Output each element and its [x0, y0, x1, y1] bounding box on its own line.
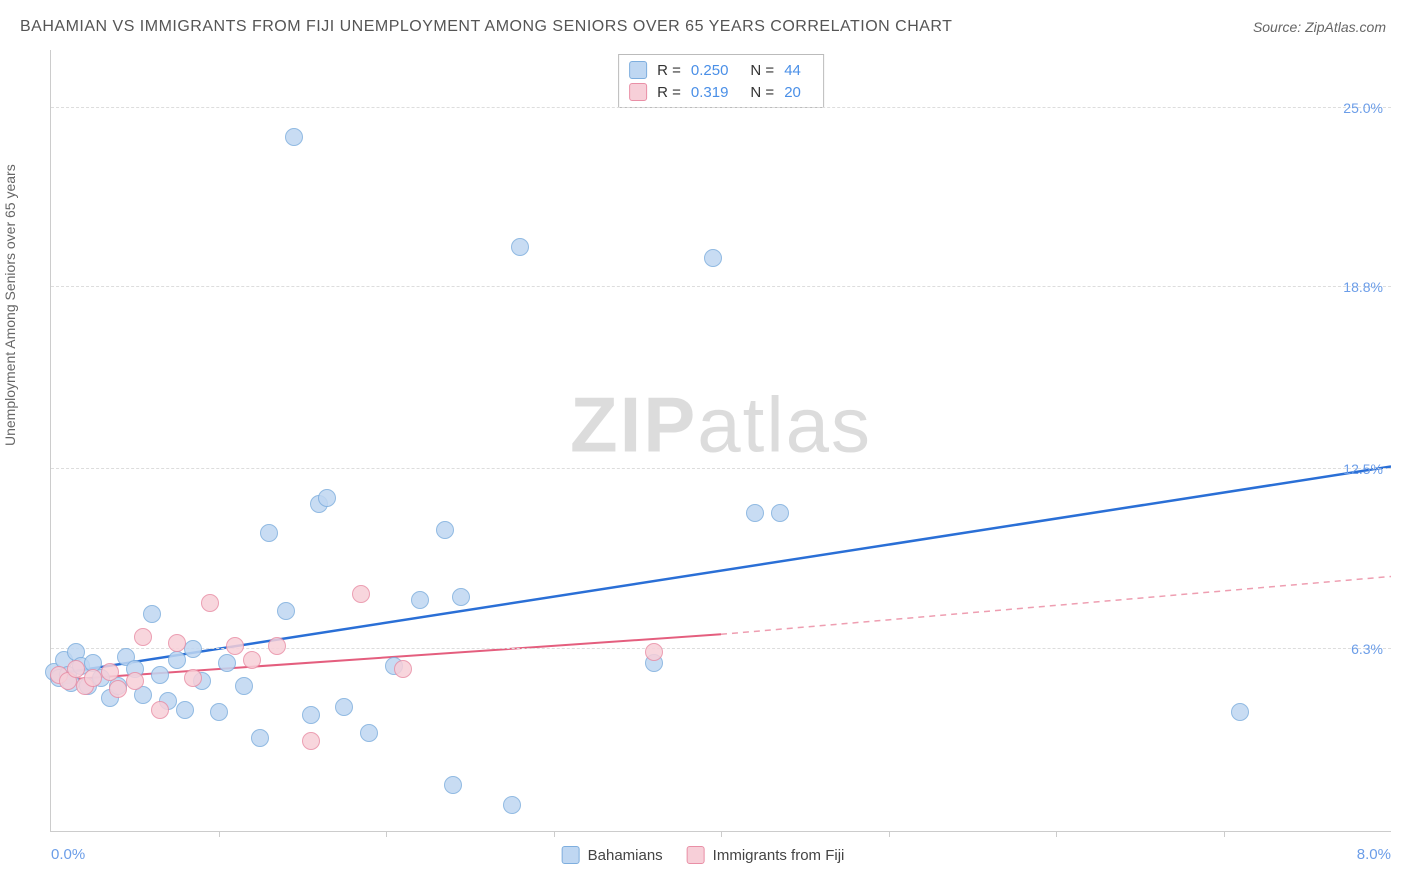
x-tick: [1224, 831, 1225, 837]
data-point: [143, 605, 161, 623]
legend-series: Bahamians Immigrants from Fiji: [562, 846, 845, 864]
data-point: [201, 594, 219, 612]
gridline: [51, 468, 1391, 469]
data-point: [84, 669, 102, 687]
legend-stat-row: R = 0.319 N = 20: [629, 81, 813, 103]
data-point: [235, 677, 253, 695]
legend-item: Immigrants from Fiji: [687, 846, 845, 864]
scatter-chart: ZIPatlas R =0.250N =44R =0.319N =20 0.0%…: [50, 50, 1391, 832]
data-point: [503, 796, 521, 814]
x-axis-min-label: 0.0%: [51, 846, 85, 863]
data-point: [511, 238, 529, 256]
watermark-bold: ZIP: [570, 380, 697, 468]
x-tick: [889, 831, 890, 837]
data-point: [444, 776, 462, 794]
data-point: [268, 637, 286, 655]
data-point: [151, 701, 169, 719]
x-tick: [721, 831, 722, 837]
data-point: [645, 643, 663, 661]
chart-title: BAHAMIAN VS IMMIGRANTS FROM FIJI UNEMPLO…: [20, 18, 952, 36]
data-point: [176, 701, 194, 719]
x-tick: [386, 831, 387, 837]
data-point: [109, 680, 127, 698]
data-point: [67, 660, 85, 678]
data-point: [210, 703, 228, 721]
data-point: [452, 588, 470, 606]
data-point: [134, 628, 152, 646]
data-point: [302, 706, 320, 724]
gridline: [51, 107, 1391, 108]
data-point: [126, 672, 144, 690]
data-point: [226, 637, 244, 655]
legend-swatch: [562, 846, 580, 864]
data-point: [184, 640, 202, 658]
trend-lines: [51, 50, 1391, 831]
gridline: [51, 648, 1391, 649]
x-tick: [554, 831, 555, 837]
data-point: [151, 666, 169, 684]
data-point: [411, 591, 429, 609]
data-point: [335, 698, 353, 716]
legend-stat-row: R = 0.250 N = 44: [629, 59, 813, 81]
data-point: [360, 724, 378, 742]
data-point: [394, 660, 412, 678]
r-value: 0.319: [691, 84, 729, 101]
legend-label: Bahamians: [588, 847, 663, 864]
y-tick-label: 12.5%: [1343, 461, 1383, 477]
data-point: [318, 489, 336, 507]
watermark: ZIPatlas: [570, 379, 872, 470]
y-tick-label: 6.3%: [1351, 641, 1383, 657]
title-bar: BAHAMIAN VS IMMIGRANTS FROM FIJI UNEMPLO…: [20, 18, 1386, 36]
data-point: [352, 585, 370, 603]
x-tick: [1056, 831, 1057, 837]
data-point: [277, 602, 295, 620]
y-tick-label: 18.8%: [1343, 279, 1383, 295]
r-label: R =: [657, 84, 681, 101]
r-value: 0.250: [691, 62, 729, 79]
legend-swatch: [687, 846, 705, 864]
y-axis-label: Unemployment Among Seniors over 65 years: [2, 164, 18, 446]
legend-stats: R = 0.250 N = 44 R = 0.319 N = 20: [618, 54, 824, 108]
data-point: [302, 732, 320, 750]
data-point: [168, 634, 186, 652]
data-point: [746, 504, 764, 522]
data-point: [285, 128, 303, 146]
x-axis-max-label: 8.0%: [1357, 846, 1391, 863]
legend-item: Bahamians: [562, 846, 663, 864]
data-point: [184, 669, 202, 687]
legend-label: Immigrants from Fiji: [713, 847, 845, 864]
watermark-light: atlas: [697, 380, 872, 468]
data-point: [218, 654, 236, 672]
y-tick-label: 25.0%: [1343, 100, 1383, 116]
data-point: [251, 729, 269, 747]
data-point: [704, 249, 722, 267]
data-point: [1231, 703, 1249, 721]
n-label: N =: [750, 84, 774, 101]
data-point: [771, 504, 789, 522]
n-value: 20: [784, 84, 801, 101]
n-label: N =: [750, 62, 774, 79]
gridline: [51, 286, 1391, 287]
data-point: [436, 521, 454, 539]
r-label: R =: [657, 62, 681, 79]
x-tick: [219, 831, 220, 837]
legend-swatch: [629, 61, 647, 79]
data-point: [260, 524, 278, 542]
source-label: Source: ZipAtlas.com: [1253, 19, 1386, 35]
legend-swatch: [629, 83, 647, 101]
data-point: [168, 651, 186, 669]
n-value: 44: [784, 62, 801, 79]
data-point: [101, 663, 119, 681]
data-point: [243, 651, 261, 669]
